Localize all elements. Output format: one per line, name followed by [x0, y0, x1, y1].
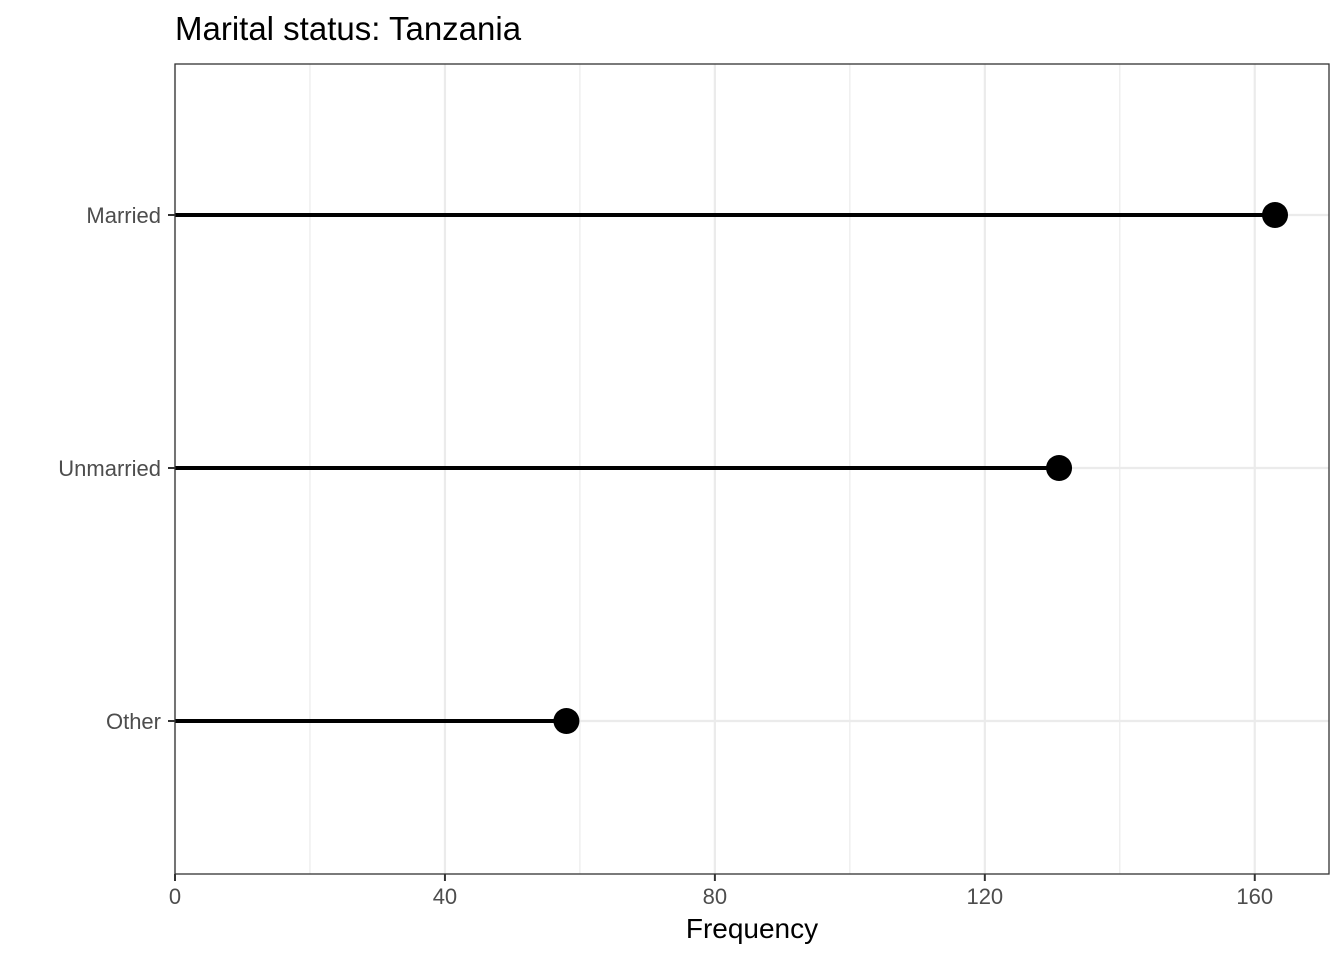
y-axis: Married Unmarried Other: [58, 203, 175, 734]
x-tick-label: 40: [433, 884, 457, 909]
y-tick-label: Unmarried: [58, 456, 161, 481]
x-tick-label: 0: [169, 884, 181, 909]
lollipop-points: [553, 202, 1289, 734]
lollipop-point: [1262, 202, 1289, 228]
y-tick-label: Other: [106, 709, 161, 734]
x-tick-label: 80: [703, 884, 727, 909]
y-tick-label: Married: [86, 203, 161, 228]
x-tick-label: 120: [966, 884, 1003, 909]
lollipop-point: [553, 708, 580, 734]
lollipop-point: [1046, 455, 1073, 481]
lollipop-stems: [175, 213, 1276, 723]
x-axis-title: Frequency: [686, 913, 818, 944]
x-tick-label: 160: [1236, 884, 1273, 909]
x-axis: 0 40 80 120 160: [169, 874, 1273, 909]
chart-title: Marital status: Tanzania: [175, 10, 522, 47]
